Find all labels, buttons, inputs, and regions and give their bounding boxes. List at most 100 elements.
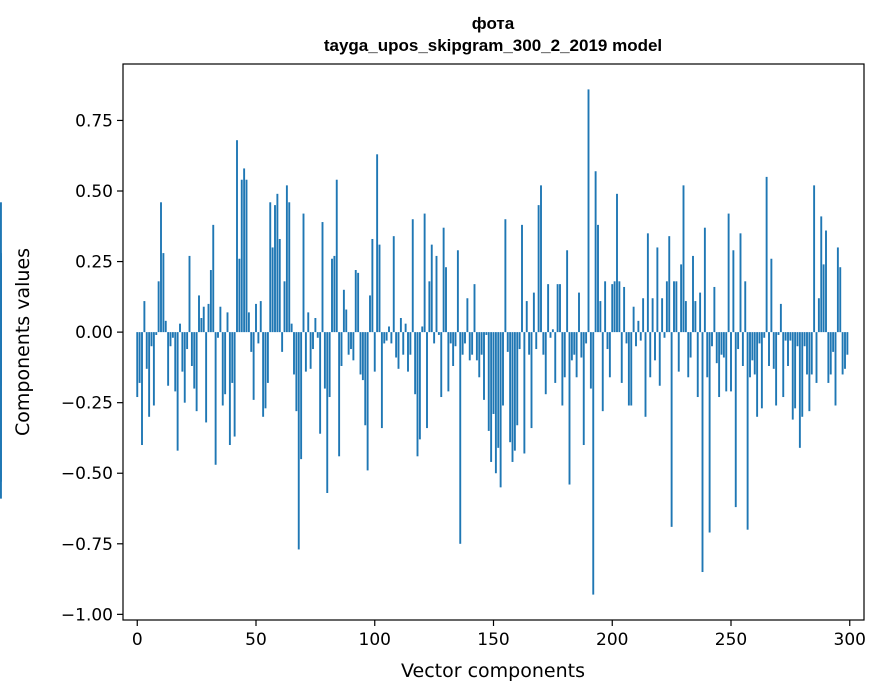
bar-257 (746, 332, 749, 530)
bar-35 (219, 306, 222, 333)
bar-216 (649, 332, 652, 378)
bar-14 (169, 332, 172, 347)
bar-179 (561, 332, 564, 406)
bar-244 (715, 332, 718, 364)
bar-82 (331, 258, 333, 333)
bar-77 (319, 332, 322, 434)
bar-224 (668, 236, 671, 333)
bar-276 (791, 332, 794, 420)
bar-59 (276, 193, 279, 333)
bar-undefined (0, 320, 2, 333)
chart-title-line-2: tayga_upos_skipgram_300_2_2019 model (324, 36, 662, 55)
y-tick-label: −0.25 (61, 394, 113, 414)
bar-21 (186, 332, 189, 350)
bar-69 (300, 332, 303, 460)
bar-202 (616, 193, 618, 333)
bar-234 (692, 255, 694, 333)
bar-150 (492, 332, 495, 414)
bar-124 (430, 244, 433, 333)
bar-261 (756, 332, 759, 417)
y-axis-ticks: −1.00 −0.75 −0.50 −0.25 0.00 0.25 0.50 0.75 (61, 111, 123, 625)
bar-141 (471, 332, 474, 355)
bar-115 (409, 332, 412, 355)
bar-164 (525, 301, 528, 333)
bar-65 (290, 323, 293, 333)
bar-91 (352, 332, 355, 361)
bar-26 (198, 295, 200, 333)
bar-70 (302, 213, 305, 333)
bar-259 (751, 332, 754, 361)
bar-162 (521, 224, 523, 333)
bar-229 (680, 264, 683, 333)
bar-34 (217, 332, 219, 338)
bar-156 (506, 332, 509, 352)
bar-182 (568, 332, 571, 485)
bar-106 (388, 326, 390, 333)
bar-119 (418, 332, 421, 440)
bar-153 (499, 332, 502, 488)
bar-135 (456, 250, 459, 333)
bar-19 (181, 332, 184, 372)
bar-223 (665, 281, 668, 333)
bar-undefined (0, 332, 2, 383)
bar-217 (651, 298, 654, 333)
bar-159 (513, 332, 516, 451)
bar-160 (516, 332, 519, 426)
bar-237 (699, 292, 702, 333)
bar-208 (630, 332, 633, 406)
bar-196 (601, 332, 604, 412)
bar-187 (580, 332, 583, 358)
bar-47 (247, 312, 250, 333)
bar-297 (841, 332, 844, 375)
bar-64 (288, 202, 291, 333)
bar-198 (606, 332, 609, 350)
bar-264 (763, 332, 766, 338)
bar-6 (150, 332, 153, 347)
bar-280 (801, 332, 804, 417)
bar-24 (193, 332, 196, 389)
bar-263 (760, 332, 763, 409)
bar-53 (262, 332, 265, 417)
bar-75 (314, 318, 317, 333)
bar-128 (440, 332, 443, 398)
bar-51 (257, 332, 260, 344)
bar-168 (535, 332, 538, 350)
bar-188 (582, 332, 585, 446)
bar-275 (789, 332, 792, 341)
bar-190 (587, 89, 590, 333)
bar-46 (245, 179, 248, 333)
bar-171 (542, 332, 545, 355)
bar-29 (205, 332, 208, 423)
bar-180 (563, 332, 566, 378)
bar-149 (490, 332, 493, 462)
x-tick-label: 300 (834, 630, 866, 650)
x-tick-label: 150 (477, 630, 509, 650)
bar-220 (658, 332, 661, 386)
bar-85 (338, 332, 341, 457)
bar-218 (654, 332, 656, 361)
bar-101 (376, 154, 379, 333)
bar-16 (174, 332, 177, 392)
bar-73 (309, 332, 312, 369)
bar-238 (701, 332, 704, 573)
bar-289 (822, 264, 825, 333)
bar-242 (711, 332, 713, 347)
bar-291 (827, 332, 830, 383)
bar-228 (677, 332, 680, 372)
bar-125 (433, 332, 436, 344)
bar-100 (373, 332, 376, 372)
bar-37 (224, 332, 227, 395)
bar-189 (585, 332, 588, 344)
bar-54 (264, 332, 267, 409)
bar-222 (663, 332, 666, 338)
y-tick-label: −0.75 (61, 535, 113, 555)
bar-63 (285, 185, 288, 333)
bar-161 (518, 332, 521, 350)
x-tick-label: 0 (132, 630, 143, 650)
bar-107 (390, 332, 393, 344)
bar-210 (635, 332, 637, 347)
bar-41 (233, 332, 236, 437)
bar-252 (734, 332, 737, 508)
bar-299 (846, 332, 849, 355)
bar-177 (556, 284, 559, 333)
